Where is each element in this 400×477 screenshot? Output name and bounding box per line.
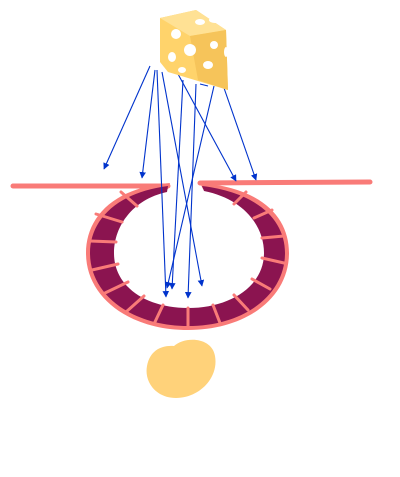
arrow-8 [165, 85, 215, 289]
cheese-wedge [160, 10, 228, 90]
cheese-top [160, 10, 226, 36]
arrow-9 [223, 87, 258, 181]
vesicle-segments [88, 190, 286, 329]
cheese-side [190, 30, 228, 90]
arrows [103, 65, 258, 299]
arrow-10 [199, 83, 209, 87]
membrane-right [197, 179, 373, 186]
cell-membrane [10, 179, 373, 189]
arrow-3 [156, 69, 170, 298]
cheese-holes [168, 17, 228, 73]
food-particle [146, 339, 216, 398]
arrow-1 [103, 65, 151, 170]
arrow-5 [177, 73, 237, 182]
arrow-4 [161, 71, 205, 287]
arrow-2 [139, 69, 156, 179]
arrow-6 [169, 79, 184, 290]
arrow-7 [184, 83, 197, 299]
endocytic-vesicle [86, 183, 289, 330]
